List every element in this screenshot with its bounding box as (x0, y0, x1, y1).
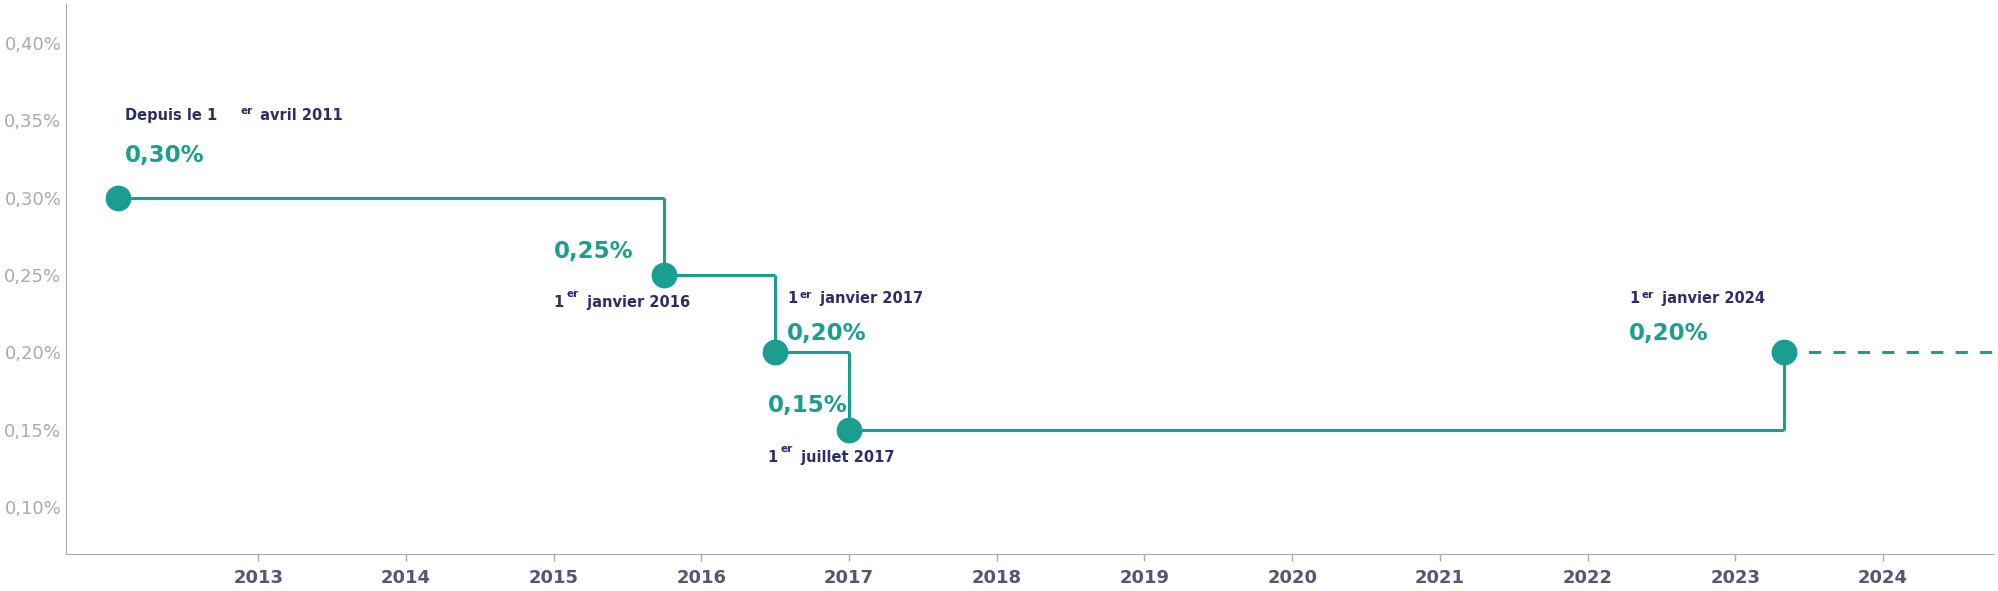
Point (759, 348, 791, 357)
Text: 1: 1 (1628, 291, 1638, 306)
Text: janvier 2024: janvier 2024 (1656, 291, 1764, 306)
Text: avril 2011: avril 2011 (256, 108, 344, 124)
Text: 0,30%: 0,30% (126, 144, 206, 167)
Point (102, 193, 134, 202)
Text: er: er (799, 290, 811, 300)
Point (649, 270, 681, 280)
Text: janvier 2017: janvier 2017 (815, 291, 923, 306)
Text: Depuis le 1: Depuis le 1 (126, 108, 218, 124)
Text: 1: 1 (553, 295, 563, 310)
Text: 0,20%: 0,20% (1628, 322, 1708, 345)
Text: janvier 2016: janvier 2016 (581, 295, 689, 310)
Text: 0,25%: 0,25% (553, 239, 633, 262)
Text: er: er (781, 444, 793, 454)
Text: er: er (1642, 290, 1654, 300)
Text: 1: 1 (787, 291, 797, 306)
Point (833, 425, 865, 434)
Text: 0,20%: 0,20% (787, 322, 867, 345)
Point (1768, 348, 1800, 357)
Text: juillet 2017: juillet 2017 (795, 450, 895, 465)
Text: er: er (565, 289, 579, 299)
Text: 1: 1 (767, 450, 777, 465)
Text: 0,15%: 0,15% (767, 394, 847, 417)
Text: er: er (240, 106, 252, 116)
